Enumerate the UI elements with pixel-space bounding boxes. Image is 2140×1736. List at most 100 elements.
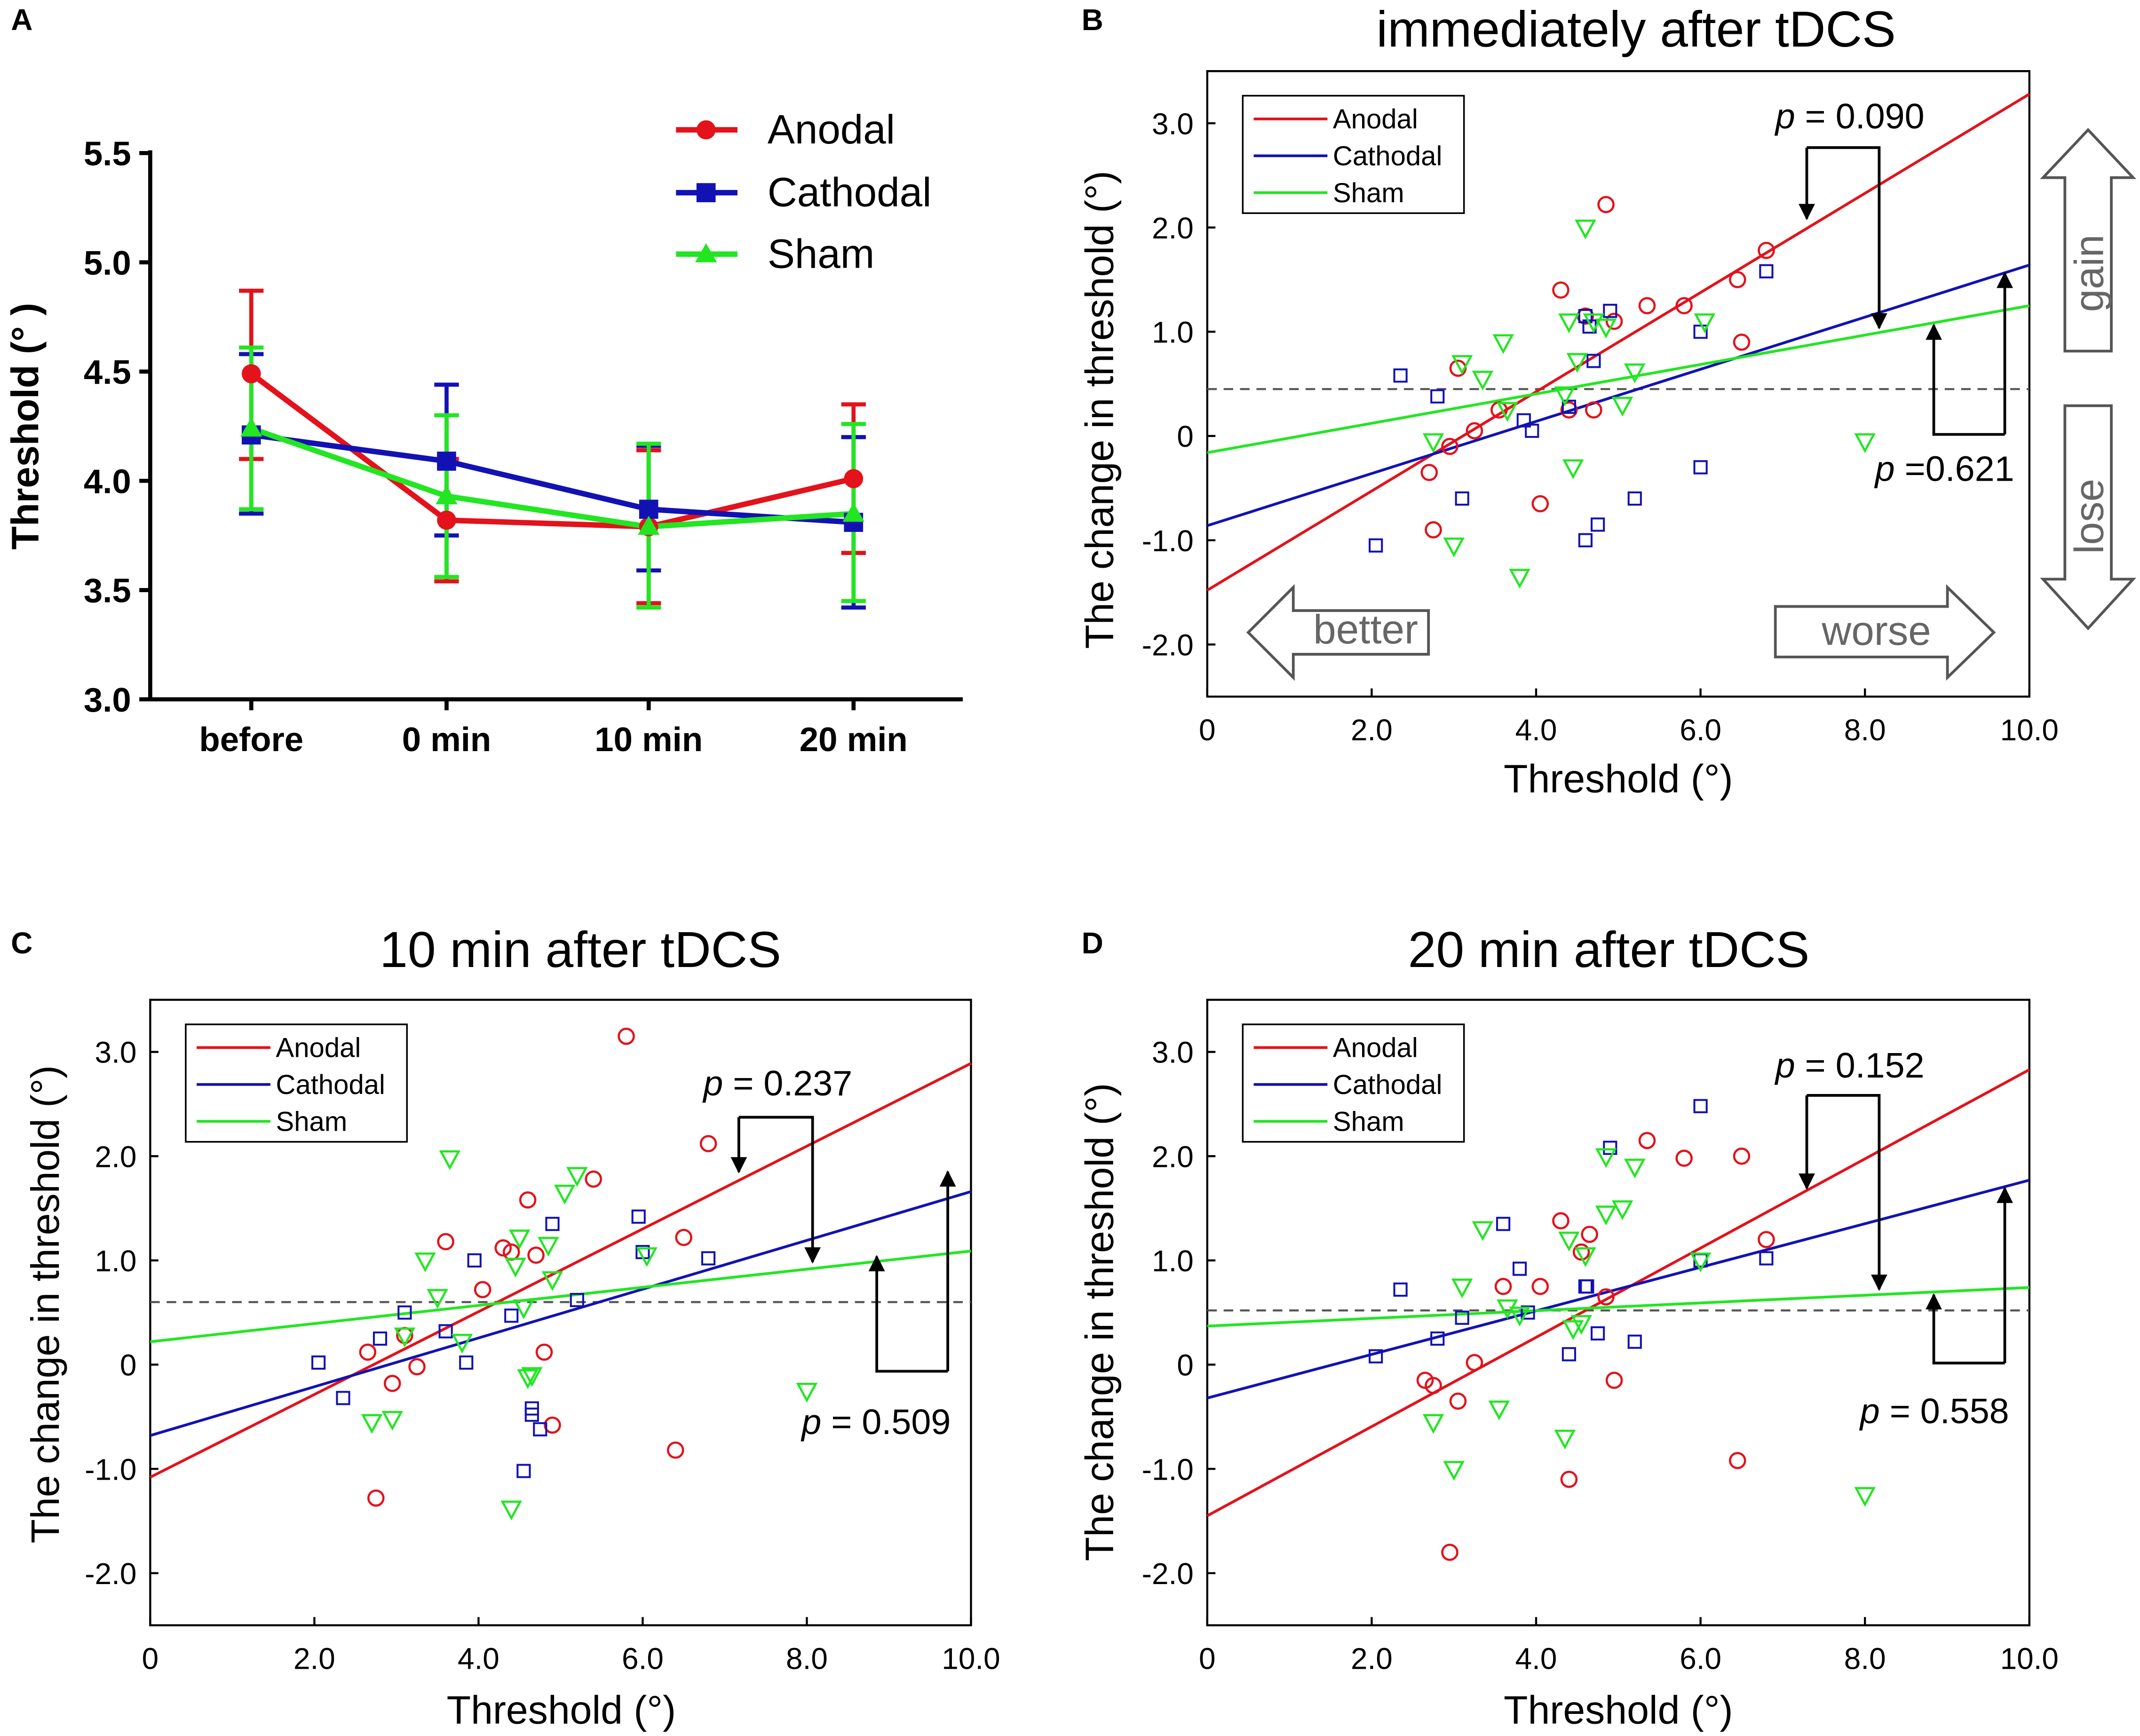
panel-d-x-tick-label: 2.0 xyxy=(1351,1641,1393,1675)
panel-b-anodal-point xyxy=(1675,297,1693,315)
panel-b-y-tick-label: 0 xyxy=(1177,420,1194,453)
panel-a-y-tick-label: 3.0 xyxy=(84,681,131,719)
panel-letter-c: C xyxy=(11,926,32,960)
panel-d-anodal-point xyxy=(1572,1243,1590,1261)
panel-letter-b: B xyxy=(1082,3,1103,37)
panel-c-sham-point xyxy=(394,1327,416,1348)
panel-d-cathodal-point xyxy=(1369,1349,1383,1363)
panel-c-sham-point xyxy=(427,1289,448,1309)
panel-d-cathodal-point xyxy=(1521,1305,1535,1320)
panel-c-anodal-point xyxy=(585,1170,602,1188)
panel-b-x-tick-label: 10.0 xyxy=(2000,713,2059,747)
panel-b-sham-point xyxy=(1694,313,1716,333)
panel-c-cathodal-fit-line xyxy=(150,1190,972,1437)
panel-d-anodal-point xyxy=(1581,1226,1598,1243)
panel-c-sham-point xyxy=(513,1299,535,1319)
panel-b-p-value-upper: p = 0.090 xyxy=(1775,96,1925,136)
p-value: = 0.237 xyxy=(723,1063,852,1103)
panel-b-anodal-point xyxy=(1420,464,1438,481)
panel-a-sham-point xyxy=(637,515,660,535)
panel-a-x-tick-label: 10 min xyxy=(594,721,703,759)
worse-arrow-shape xyxy=(1774,584,1996,681)
panel-c-p-value-upper: p = 0.237 xyxy=(702,1063,852,1103)
panel-b-x-axis-label: Threshold (°) xyxy=(1504,756,1733,801)
panel-d-cathodal-point xyxy=(1693,1099,1708,1113)
p-symbol: p xyxy=(702,1063,723,1103)
panel-c-sham-point xyxy=(541,1271,563,1291)
panel-c-cathodal-point xyxy=(311,1355,326,1370)
panel-c-cathodal-point xyxy=(459,1355,474,1370)
panel-b-lower-arrow-left xyxy=(1926,323,2005,436)
panel-c-anodal-point xyxy=(666,1441,684,1459)
panel-b-x-tick-label: 4.0 xyxy=(1515,713,1557,747)
panel-d-cathodal-point xyxy=(1759,1251,1774,1266)
panel-b-sham-point xyxy=(1472,371,1494,391)
panel-a-sham-line xyxy=(250,426,854,530)
panel-a-sham-point xyxy=(436,485,458,505)
panel-d-legend-sham-label: Sham xyxy=(1333,1106,1404,1137)
panel-d-x-tick-label: 6.0 xyxy=(1680,1641,1721,1675)
panel-b-sham-point xyxy=(1566,353,1588,373)
panel-d-sham-point xyxy=(1854,1487,1876,1507)
panel-c-y-tick-label: -2.0 xyxy=(85,1557,136,1591)
panel-b-anodal-point xyxy=(1466,422,1483,440)
panel-b-sham-fit-line xyxy=(1207,304,2030,454)
panel-b-cathodal-point xyxy=(1455,491,1469,506)
panel-d-title: 20 min after tDCS xyxy=(1408,921,1810,978)
panel-c-cathodal-point xyxy=(397,1305,412,1320)
panel-c-anodal-point xyxy=(367,1489,385,1507)
panel-b-plot-area: 0 2.0 4.0 6.0 8.0 10.0 -2.0 -1.0 0 1.0 2.0 3.0 Anoda… xyxy=(1142,70,2059,747)
panel-b-anodal-fit-line xyxy=(1206,93,2030,592)
panel-b-anodal-point xyxy=(1597,196,1615,214)
panel-b-cathodal-point xyxy=(1586,354,1601,368)
p-symbol: p xyxy=(1859,1391,1880,1431)
panel-a-cathodal-line xyxy=(251,432,854,525)
panel-d-anodal-point xyxy=(1560,1470,1578,1488)
panel-a-x-tick-label: 0 min xyxy=(402,721,491,759)
panel-b-sham-point xyxy=(1509,569,1530,589)
panel-b-scatter: immediately after tDCS 0 2.0 4.0 6.0 8.0 10.0… xyxy=(1077,1,2137,801)
panel-c-sham-point xyxy=(451,1333,473,1354)
panel-b-x-tick-label: 0 xyxy=(1199,713,1216,747)
panel-d-sham-point xyxy=(1575,1247,1596,1267)
panel-b-cathodal-point xyxy=(1627,491,1642,506)
panel-c-anodal-point xyxy=(535,1343,553,1361)
panel-c-sham-point xyxy=(439,1150,461,1170)
p-value: =0.621 xyxy=(1895,449,2014,488)
panel-d-y-axis-label: The change in threshold (°) xyxy=(1077,1083,1121,1561)
panel-d-y-tick-label: 1.0 xyxy=(1152,1244,1194,1278)
panel-b-sham-point xyxy=(1624,363,1646,383)
panel-d-sham-point xyxy=(1509,1307,1530,1327)
panel-c-y-tick-label: 2.0 xyxy=(95,1140,137,1173)
panel-c-y-tick-label: 0 xyxy=(120,1348,137,1382)
panel-c-sham-point xyxy=(521,1367,543,1387)
panel-d-p-value-upper: p = 0.152 xyxy=(1775,1046,1925,1085)
panel-b-legend-anodal-label: Anodal xyxy=(1333,104,1418,135)
panel-d-anodal-point xyxy=(1466,1354,1483,1371)
panel-c-cathodal-point xyxy=(570,1292,584,1308)
panel-a-error-bars xyxy=(239,288,866,610)
panel-d-sham-point xyxy=(1595,1205,1617,1226)
panel-d-sham-point xyxy=(1624,1158,1646,1179)
panel-d-scatter: 20 min after tDCS 0 2.0 4.0 6.0 8.0 10.0 -2.0 -… xyxy=(1077,921,2059,1732)
gain-arrow-shape xyxy=(2040,127,2137,353)
panel-b-upper-arrow-right xyxy=(1807,146,1887,330)
p-value: = 0.558 xyxy=(1880,1391,2009,1431)
panel-c-cathodal-point xyxy=(701,1251,716,1266)
panel-b-anodal-point xyxy=(1605,312,1623,330)
panel-c-x-tick-label: 10.0 xyxy=(942,1641,1000,1675)
better-arrow-shape xyxy=(1246,584,1430,681)
panel-a-y-tick-label: 5.0 xyxy=(84,244,131,282)
panel-b-cathodal-point xyxy=(1393,368,1408,383)
panel-b-sham-point xyxy=(1451,355,1473,375)
panel-b-cathodal-point xyxy=(1759,264,1774,278)
panel-c-cathodal-point xyxy=(545,1217,560,1231)
panel-d-sham-point xyxy=(1562,1320,1584,1340)
panel-a-x-tick-label: before xyxy=(199,721,303,759)
panel-d-plot-area: 0 2.0 4.0 6.0 8.0 10.0 -2.0 -1.0 0 1.0 2.0 3.0 Anoda… xyxy=(1142,999,2059,1675)
panel-c-x-tick-label: 8.0 xyxy=(786,1641,828,1675)
lose-arrow-shape xyxy=(2040,404,2137,631)
panel-c-sham-point xyxy=(381,1411,403,1431)
panel-b-cathodal-point xyxy=(1693,325,1708,339)
p-symbol: p xyxy=(1775,1046,1795,1085)
